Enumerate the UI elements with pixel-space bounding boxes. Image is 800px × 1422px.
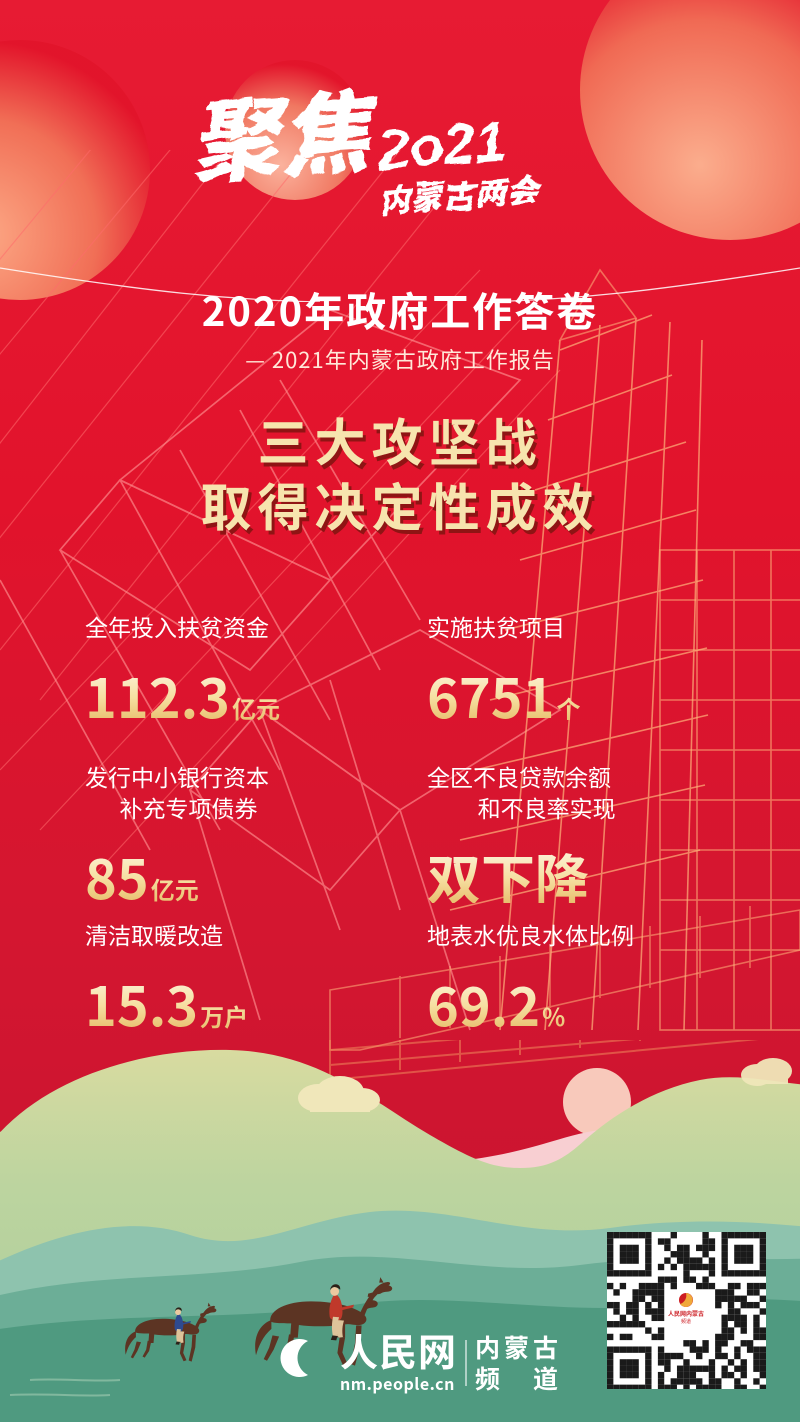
svg-text:频道: 频道 (681, 1318, 691, 1325)
svg-text:聚焦: 聚焦 (185, 68, 385, 202)
svg-text:人民网内蒙古: 人民网内蒙古 (668, 1309, 704, 1318)
